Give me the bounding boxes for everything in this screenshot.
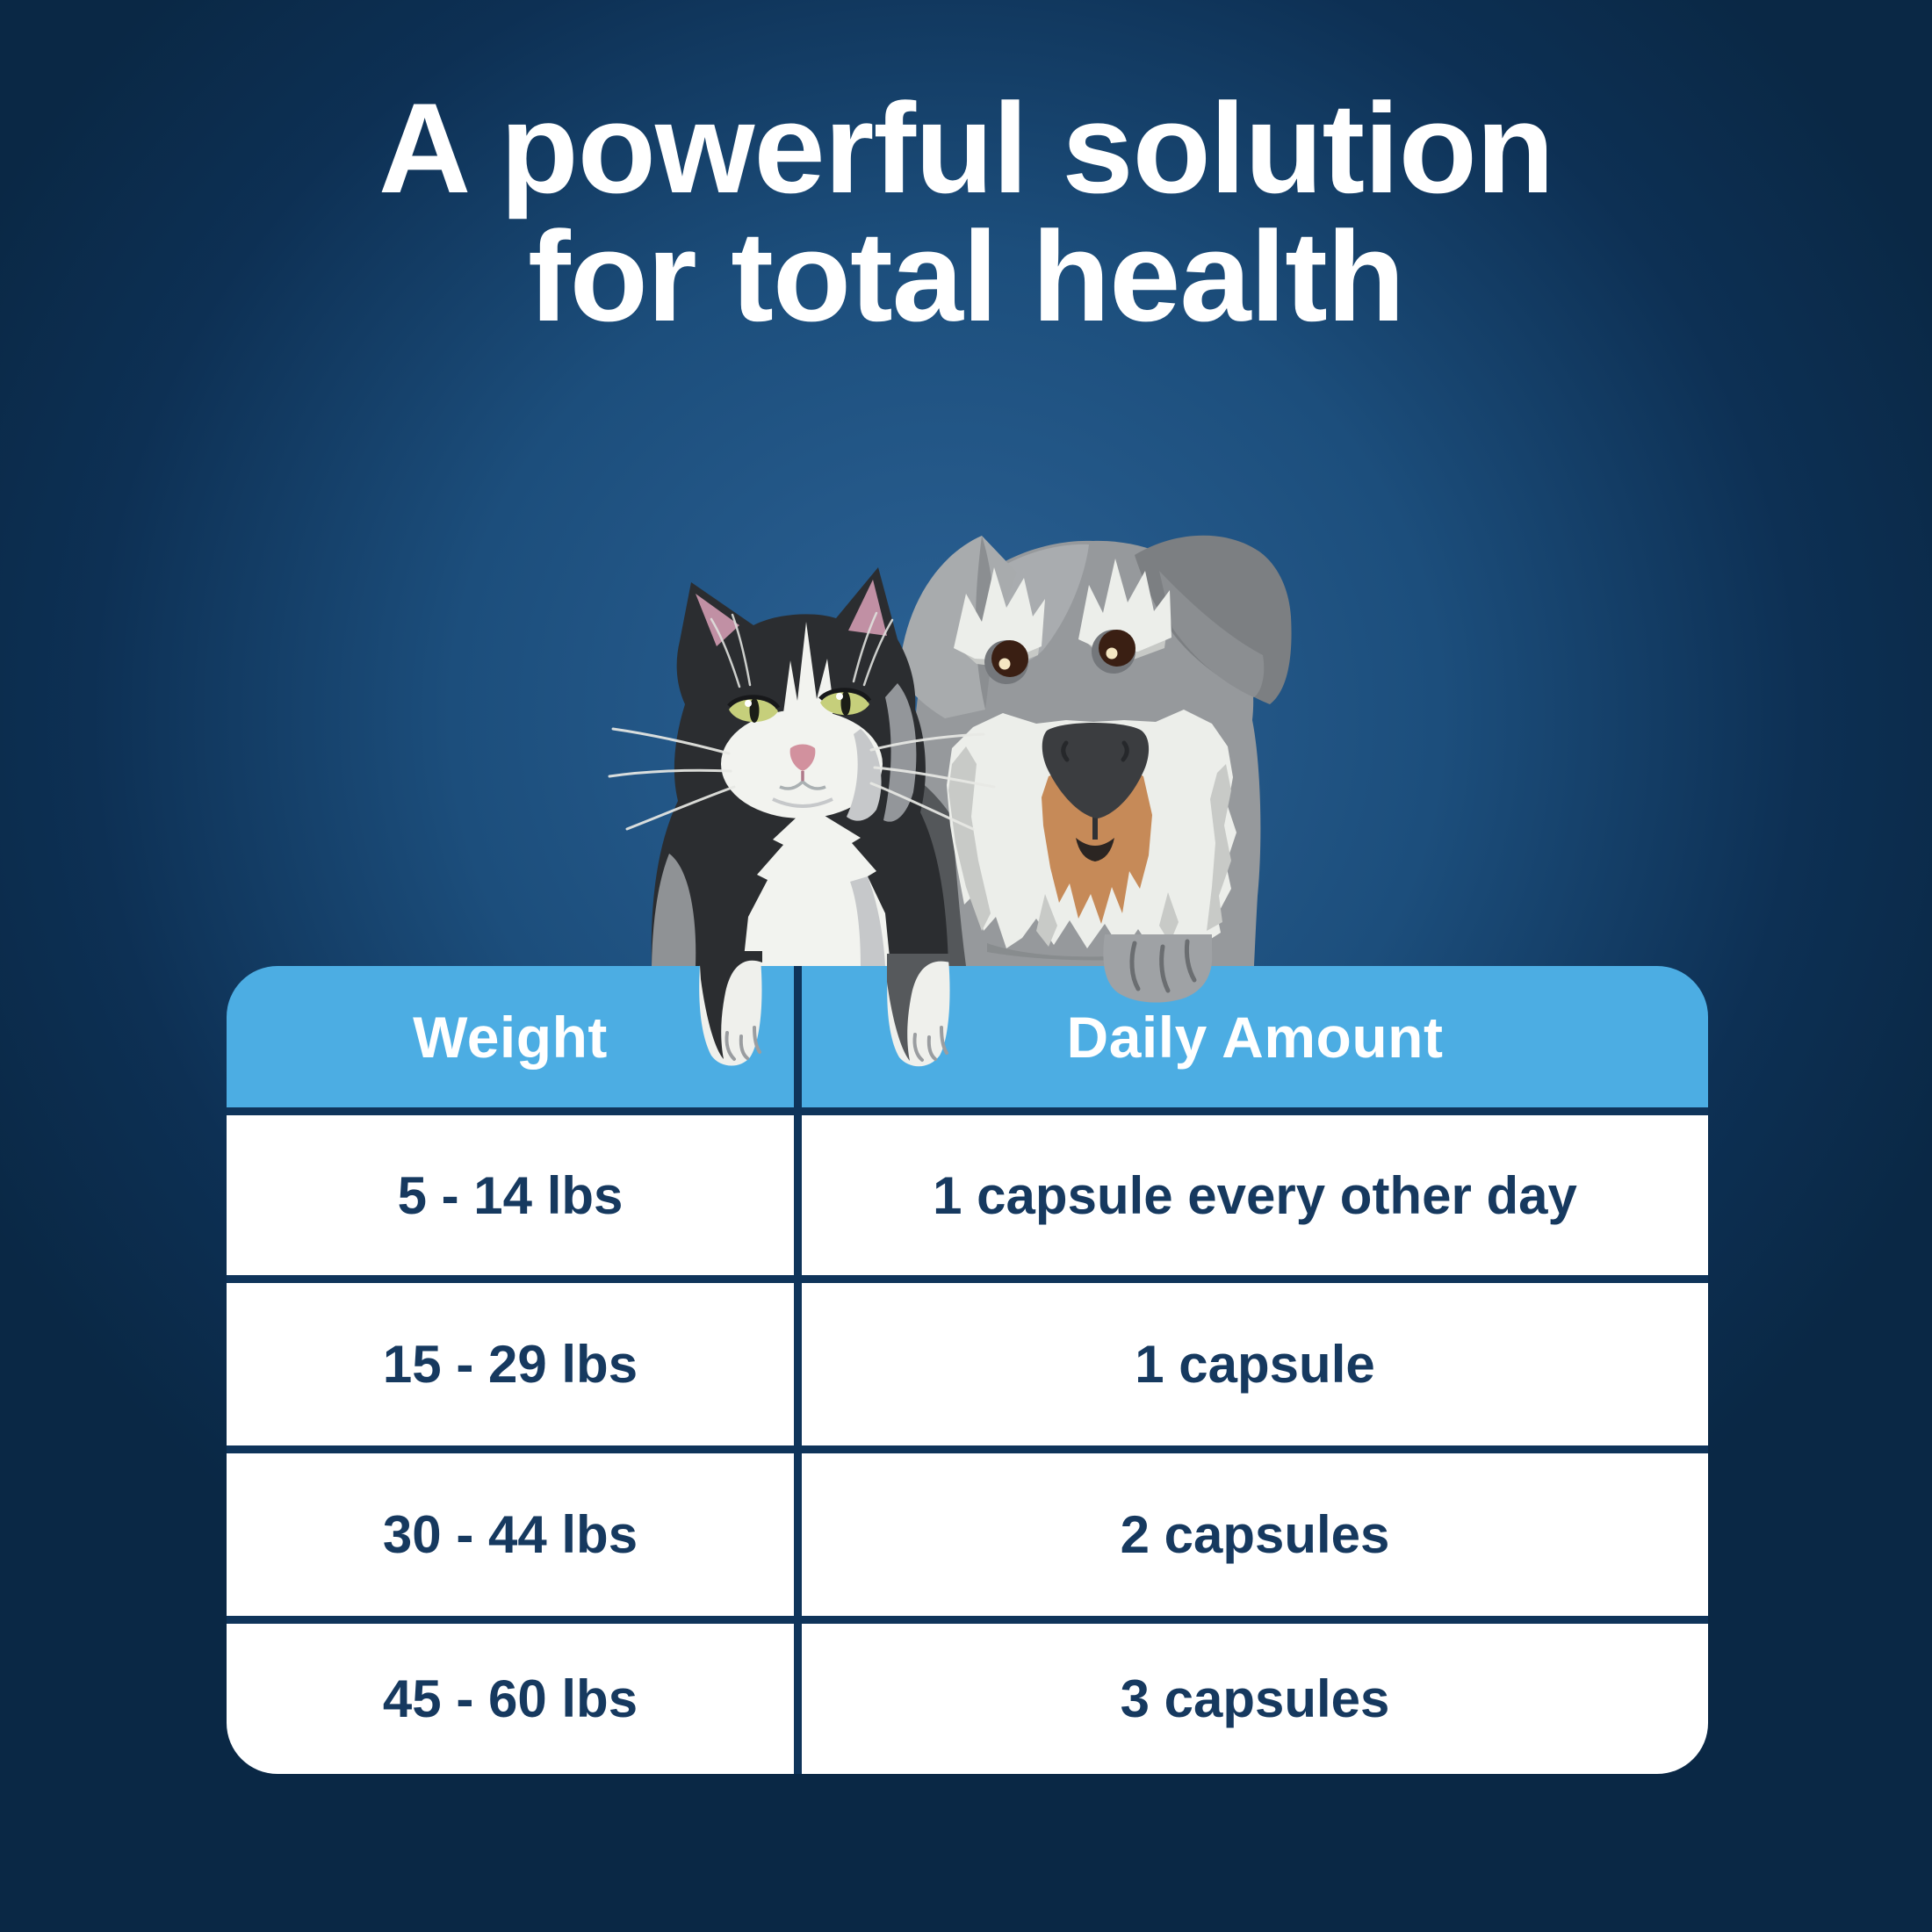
cat-right-inner-ear [848,580,887,636]
table-cell-daily-row3: 2 capsules [802,1453,1708,1616]
dog-beard-shade-left [948,746,991,931]
dog-left-eye [991,640,1028,677]
dog-mouth [1076,838,1114,861]
table-cell-weight-row3: 30 - 44 lbs [227,1453,794,1616]
dog-nostril-right [1121,740,1129,762]
table-cell-daily-row2: 1 capsule [802,1283,1708,1445]
cat-right-paw [887,954,950,1067]
cat-whiskers [608,727,996,831]
table-cell-weight-row1: 5 - 14 lbs [227,1115,794,1275]
dog-beard-shade-right [1207,764,1231,931]
cat-right-pupil [840,691,851,716]
table-cell-daily-row1: 1 capsule every other day [802,1115,1708,1275]
table-cell-daily-row4: 3 capsules [802,1624,1708,1774]
cat-left-eye-highlight [745,700,752,707]
column-header-daily-amount: Daily Amount [802,966,1708,1107]
schnauzer-dog-illustration [899,535,1292,966]
table-cell-weight-row2: 15 - 29 lbs [227,1283,794,1445]
title-line-2: for total health [528,205,1405,348]
cat-muzzle-shade [847,729,882,821]
cat-right-cheek-shade [883,683,917,822]
dog-right-eyebrow [1078,559,1171,652]
dog-right-eye [1099,630,1135,667]
cat-left-pupil [749,698,760,723]
dog-paw [1103,934,1213,1003]
dog-beard-shade-mid1 [1036,894,1057,947]
dog-left-eyebrow [954,567,1045,660]
cat-left-inner-ear [696,594,739,646]
dog-chin-tan-patch [1042,764,1152,924]
dog-right-eye-highlight [1106,647,1118,660]
dog-beard-shade-mid2 [1159,892,1179,943]
cat-right-eye-highlight [836,693,843,700]
cat-and-dog-illustration [608,535,1292,1067]
cat-left-eyelid [727,695,781,710]
cat-body-grey-shade [652,854,696,966]
dog-left-eye-highlight [998,658,1011,670]
dog-nose-icon [1042,723,1150,818]
cat-chin-shadow [772,797,833,808]
cat-mouth [779,780,826,790]
paws-over-table [699,934,1213,1067]
cat-chest-shade [850,876,885,966]
cat-eyebrow-whiskers [710,611,894,688]
cat-left-paw [699,951,762,1066]
dog-nostril-left [1061,740,1070,762]
tuxedo-cat-illustration [608,567,996,966]
title-line-1: A powerful solution [378,76,1554,220]
cat-chest [743,810,890,966]
cat-right-eyelid [818,688,872,703]
page-title: A powerful solution for total health [0,84,1932,341]
dog-right-ear-inner [1159,571,1265,697]
cat-nose-icon [789,744,816,771]
table-cell-weight-row4: 45 - 60 lbs [227,1624,794,1774]
